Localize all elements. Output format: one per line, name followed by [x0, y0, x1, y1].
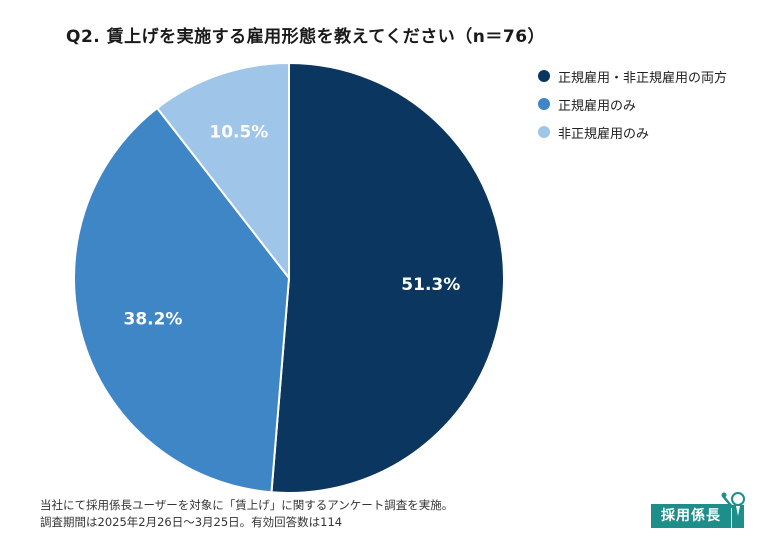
legend-label-both: 正規雇用・非正規雇用の両方 — [558, 70, 728, 86]
pie-slices — [73, 61, 505, 494]
legend-item-nonregular: 非正規雇用のみ — [538, 118, 727, 146]
legend: 正規雇用・非正規雇用の両方 正規雇用のみ 非正規雇用のみ — [538, 62, 727, 146]
pie-label-nonregular: 10.5% — [209, 123, 268, 143]
pie-slice-both — [270, 61, 505, 494]
legend-dot-both — [538, 70, 550, 82]
chart-title: Q2. 賃上げを実施する雇用形態を教えてください（n＝76） — [66, 27, 546, 47]
pie-slice-nonregular — [155, 61, 290, 281]
legend-item-regular: 正規雇用のみ — [538, 90, 727, 118]
pie-labels: 51.3% 38.2% 10.5% — [123, 123, 460, 330]
legend-dot-regular — [538, 98, 550, 110]
pie-slice-regular — [73, 106, 291, 494]
footnote-line-1: 当社にて採用係長ユーザーを対象に「賃上げ」に関するアンケート調査を実施。 — [40, 498, 454, 512]
pie-label-regular: 38.2% — [123, 309, 182, 329]
legend-label-nonregular: 非正規雇用のみ — [558, 126, 650, 142]
logo-text: 採用係長 — [651, 504, 731, 528]
pie-label-both: 51.3% — [401, 275, 460, 295]
brand-logo: 採用係長 — [651, 490, 751, 528]
mascot-icon — [721, 492, 745, 528]
footnote-line-2: 調査期間は2025年2月26日〜3月25日。有効回答数は114 — [40, 515, 343, 529]
legend-item-both: 正規雇用・非正規雇用の両方 — [538, 62, 727, 90]
legend-dot-nonregular — [538, 126, 550, 138]
legend-label-regular: 正規雇用のみ — [558, 98, 637, 114]
footnote: 当社にて採用係長ユーザーを対象に「賃上げ」に関するアンケート調査を実施。 調査期… — [40, 497, 453, 531]
